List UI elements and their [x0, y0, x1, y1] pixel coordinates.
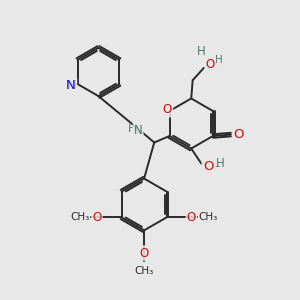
Text: O: O	[187, 211, 196, 224]
Text: H: H	[128, 124, 136, 134]
Text: O: O	[92, 211, 102, 224]
Text: O: O	[206, 58, 215, 71]
Text: CH₃: CH₃	[199, 212, 218, 222]
Text: O: O	[163, 103, 172, 116]
Text: ⁻: ⁻	[214, 164, 220, 174]
Text: O: O	[206, 58, 215, 71]
Text: O: O	[203, 160, 213, 173]
Text: N: N	[65, 79, 76, 92]
Text: O: O	[163, 103, 172, 116]
Text: O: O	[92, 211, 102, 224]
Text: N: N	[66, 79, 76, 92]
Text: CH₃: CH₃	[70, 212, 89, 222]
Text: CH₃: CH₃	[134, 266, 154, 276]
Text: H: H	[197, 45, 206, 58]
Text: O: O	[140, 247, 149, 260]
Text: O: O	[187, 211, 196, 224]
Text: O: O	[140, 247, 149, 260]
Text: O: O	[233, 128, 244, 141]
Text: N: N	[134, 124, 142, 137]
Text: H: H	[215, 157, 224, 170]
Text: N: N	[134, 124, 142, 137]
Text: O: O	[203, 160, 213, 173]
Text: O: O	[233, 128, 244, 141]
Text: H: H	[215, 55, 223, 64]
